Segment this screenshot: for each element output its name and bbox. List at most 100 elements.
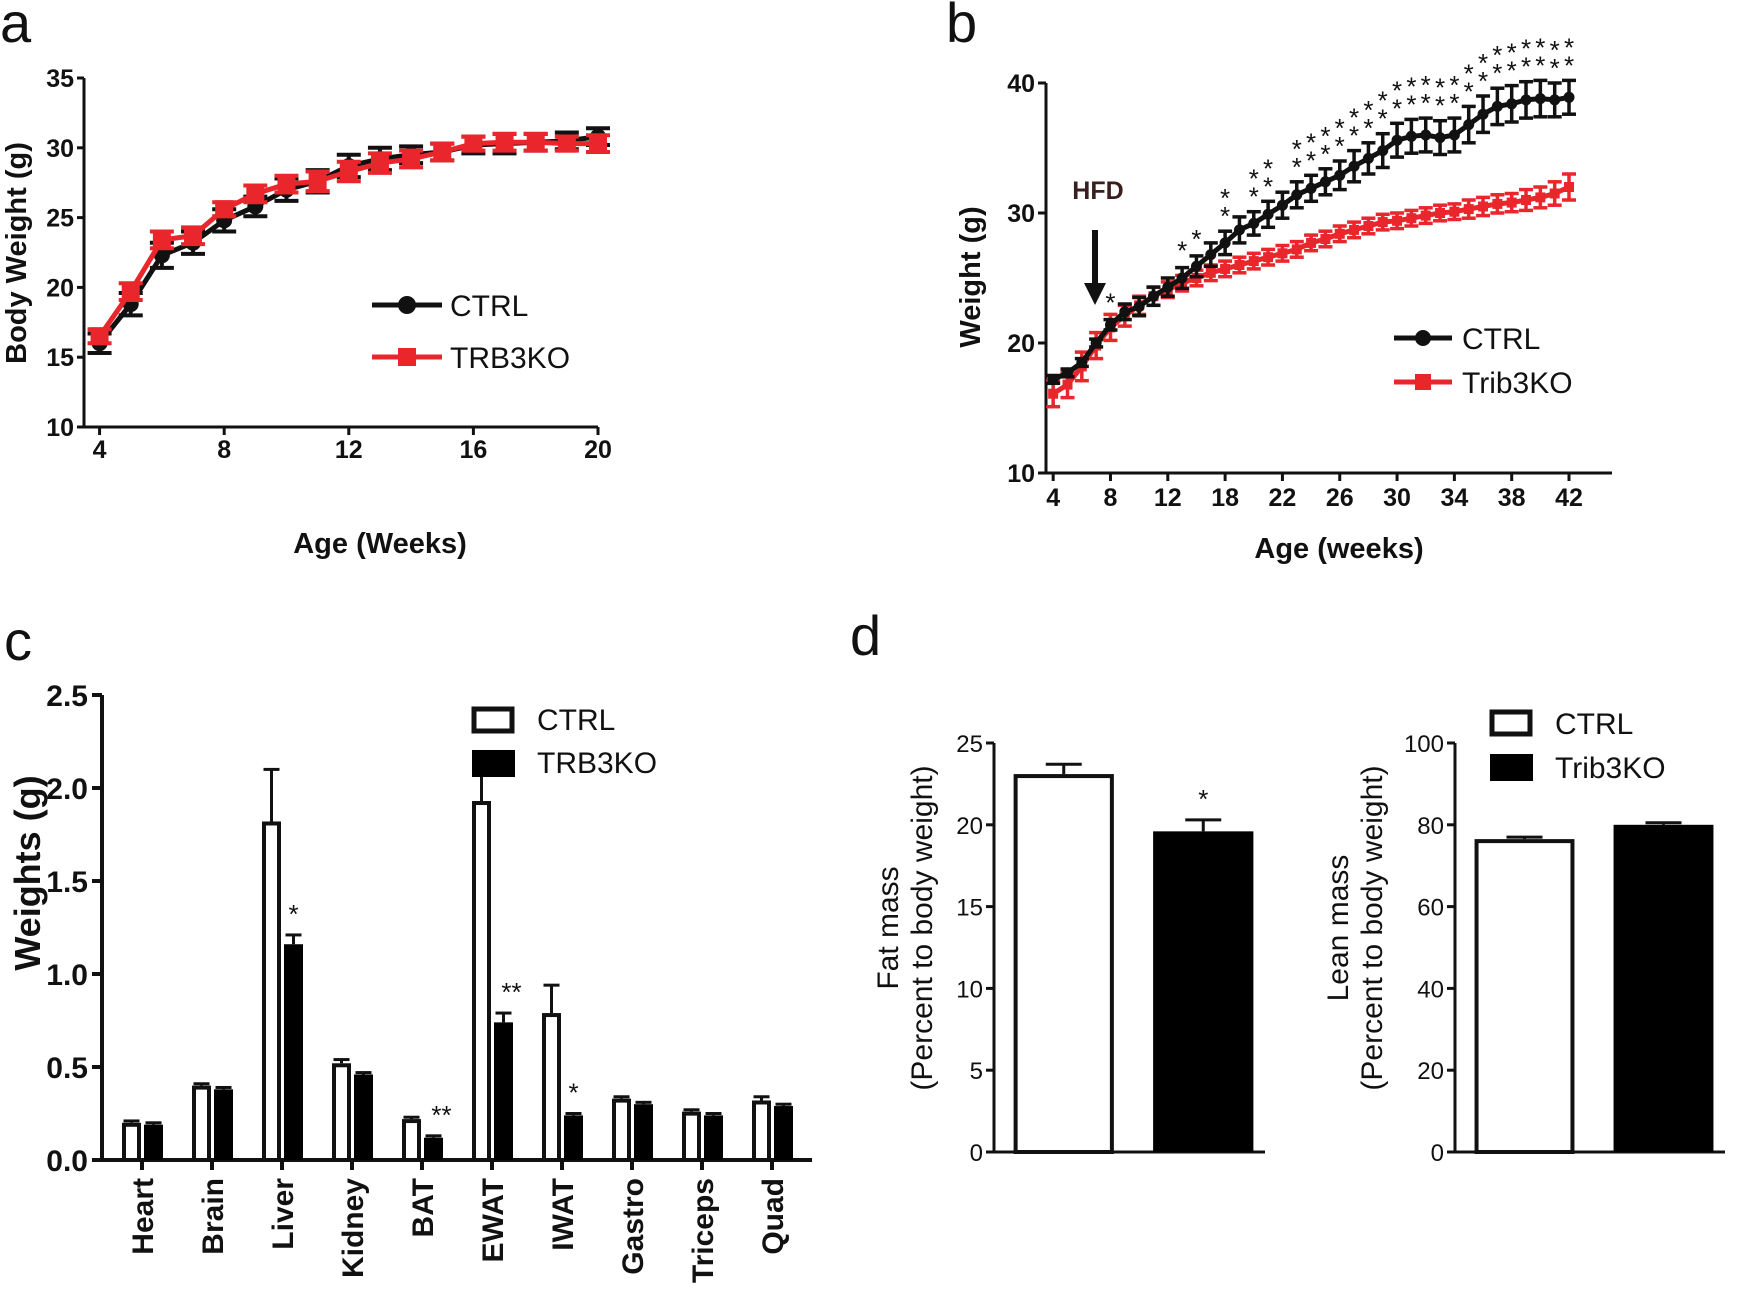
panel-a-xtick-label: 4 (93, 436, 107, 464)
panel-a-point-ko (246, 184, 265, 203)
panel-b-point-ctrl (1348, 160, 1360, 172)
panel-a-xtick-label: 20 (584, 436, 612, 464)
panel-a-ytick-label: 35 (46, 65, 74, 93)
panel-b-hfd-annotation: HFD (1072, 177, 1124, 305)
panel-b-point-ctrl (1420, 129, 1432, 141)
panel-b-sig-star: * (1249, 182, 1259, 212)
legend-c-ko-swatch (472, 750, 515, 777)
panel-b-point-ctrl (1219, 237, 1231, 249)
panel-b-sig-star: * (1521, 34, 1531, 64)
panel-b-sig-star: * (1320, 121, 1330, 151)
panel-b-point-ko (1449, 206, 1460, 217)
panel-c-bar-ko (564, 1115, 583, 1160)
panel-d1-ytick-label: 25 (956, 731, 983, 758)
panel-c-category-label: Gastro (617, 1178, 650, 1275)
panel-b-point-ctrl (1549, 94, 1561, 106)
panel-a-xtick-label: 16 (459, 436, 487, 464)
panel-b-significance: ** **************************************… (1105, 32, 1574, 317)
panel-a-point-ko (121, 282, 140, 301)
panel-c-category-label: IWAT (547, 1178, 580, 1251)
panel-d1-sig-star: * (1198, 784, 1208, 814)
panel-a-ytick-label: 10 (46, 414, 74, 442)
panel-c-bar-ctrl (262, 821, 281, 1162)
panel-b-point-ko (1549, 188, 1560, 199)
panel-d1-ylabel: Fat mass (872, 866, 905, 989)
panel-d-lean-mass: 0 20 40 60 80 100 (1404, 731, 1725, 1167)
panel-a-point-ko (339, 162, 358, 181)
panel-d1-ytick-label: 15 (956, 895, 983, 922)
panel-b-point-ctrl (1133, 301, 1145, 313)
panel-a-point-ko (433, 142, 452, 161)
panel-b-point-ko (1377, 217, 1388, 228)
panel-c-letter: c (4, 609, 32, 672)
panel-c-category-label: Liver (267, 1178, 300, 1250)
panel-c-bar-ko (214, 1089, 233, 1160)
panel-a-point-ko (308, 172, 327, 191)
panel-b-sig-star: * (1492, 40, 1502, 70)
panel-d2-bar-ko (1613, 824, 1714, 1152)
panel-b-sig-star: * (1220, 201, 1230, 231)
panel-d1-ylabel2: (Percent to body weight) (906, 765, 939, 1090)
panel-b-point-ko (1463, 204, 1474, 215)
panel-a-ytick-label: 20 (46, 274, 74, 302)
panel-d2-ylabel2: (Percent to body weight) (1356, 765, 1389, 1090)
panel-b-sig-star: * (1464, 76, 1474, 106)
panel-b-xtick-label: 42 (1555, 484, 1583, 512)
panel-c-bar-ko (284, 944, 303, 1160)
panel-a-point-ko (526, 133, 545, 152)
panel-c-ytick-label: 0.0 (46, 1145, 88, 1178)
panel-c-sig-star: * (568, 1078, 578, 1108)
panel-a-ylabel: Body Weight (g) (1, 142, 33, 364)
panel-b-xtick-label: 26 (1326, 484, 1354, 512)
panel-a-point-ko (152, 230, 171, 249)
panel-c-ytick-label: 0.5 (46, 1052, 88, 1085)
panel-b-point-ko (1306, 237, 1317, 248)
panel-b-point-ctrl (1147, 290, 1159, 302)
panel-c-ylabel: Weights (g) (7, 775, 48, 970)
panel-a-xtick-label: 12 (335, 436, 363, 464)
panel-b-point-ko (1535, 192, 1546, 203)
panel-b-sig-star: * (1406, 89, 1416, 119)
panel-b-sig-star: * (1263, 171, 1273, 201)
panel-b-sig-star: * (1507, 38, 1517, 68)
panel-b-sig-star: * (1564, 50, 1574, 80)
panel-d-legend: CTRL Trib3KO (1489, 708, 1666, 785)
panel-b-point-ko (1205, 267, 1216, 278)
panel-d2-bar-ctrl (1474, 839, 1575, 1154)
panel-b-xtick-label: 22 (1269, 484, 1297, 512)
panel-b-point-ctrl (1506, 98, 1518, 110)
panel-d-letter: d (850, 604, 881, 667)
legend-ctrl-marker (398, 296, 416, 314)
panel-c-bar-ko (704, 1115, 723, 1160)
panel-c-ytick-label: 1.0 (46, 959, 88, 992)
hfd-label: HFD (1072, 177, 1123, 205)
panel-a-point-ko (495, 133, 514, 152)
panel-b-point-ctrl (1463, 119, 1475, 131)
panel-b-letter: b (946, 0, 977, 54)
panel-c-bar-ko (424, 1137, 443, 1160)
panel-c-bar-ctrl (752, 1100, 771, 1162)
panel-c-bar-ctrl (402, 1119, 421, 1162)
panel-b-series-line-1 (1051, 184, 1571, 396)
legend-d-ko-label: Trib3KO (1555, 752, 1666, 785)
panel-b-sig-star: * (1421, 70, 1431, 100)
panel-b-xtick-label: 30 (1383, 484, 1411, 512)
panel-b-ytick-label: 30 (1007, 200, 1035, 228)
panel-b-point-ko (1048, 388, 1059, 399)
panel-d2-ytick-label: 0 (1431, 1140, 1444, 1167)
panel-b: b 10 20 30 40 4 8 12 18 22 26 30 34 38 42 Age (weeks)… (946, 0, 1612, 565)
panel-c-category-label: Kidney (337, 1178, 370, 1278)
panel-b-sig-star: * (1363, 113, 1373, 143)
panel-b-sig-star: * (1449, 70, 1459, 100)
panel-b-ytick-label: 10 (1007, 460, 1035, 488)
legend-c-ctrl-label: CTRL (537, 704, 615, 737)
panel-b-point-ctrl (1047, 373, 1059, 385)
panel-b-point-ctrl (1534, 93, 1546, 105)
panel-b-sig-star: * (1306, 145, 1316, 175)
panel-c-bar-ctrl (332, 1063, 351, 1163)
panel-a-point-ko (215, 200, 234, 219)
panel-b-point-ko (1234, 260, 1245, 270)
panel-a-point-ko (557, 134, 576, 153)
panel-c-ytick-label: 2.5 (46, 680, 88, 713)
